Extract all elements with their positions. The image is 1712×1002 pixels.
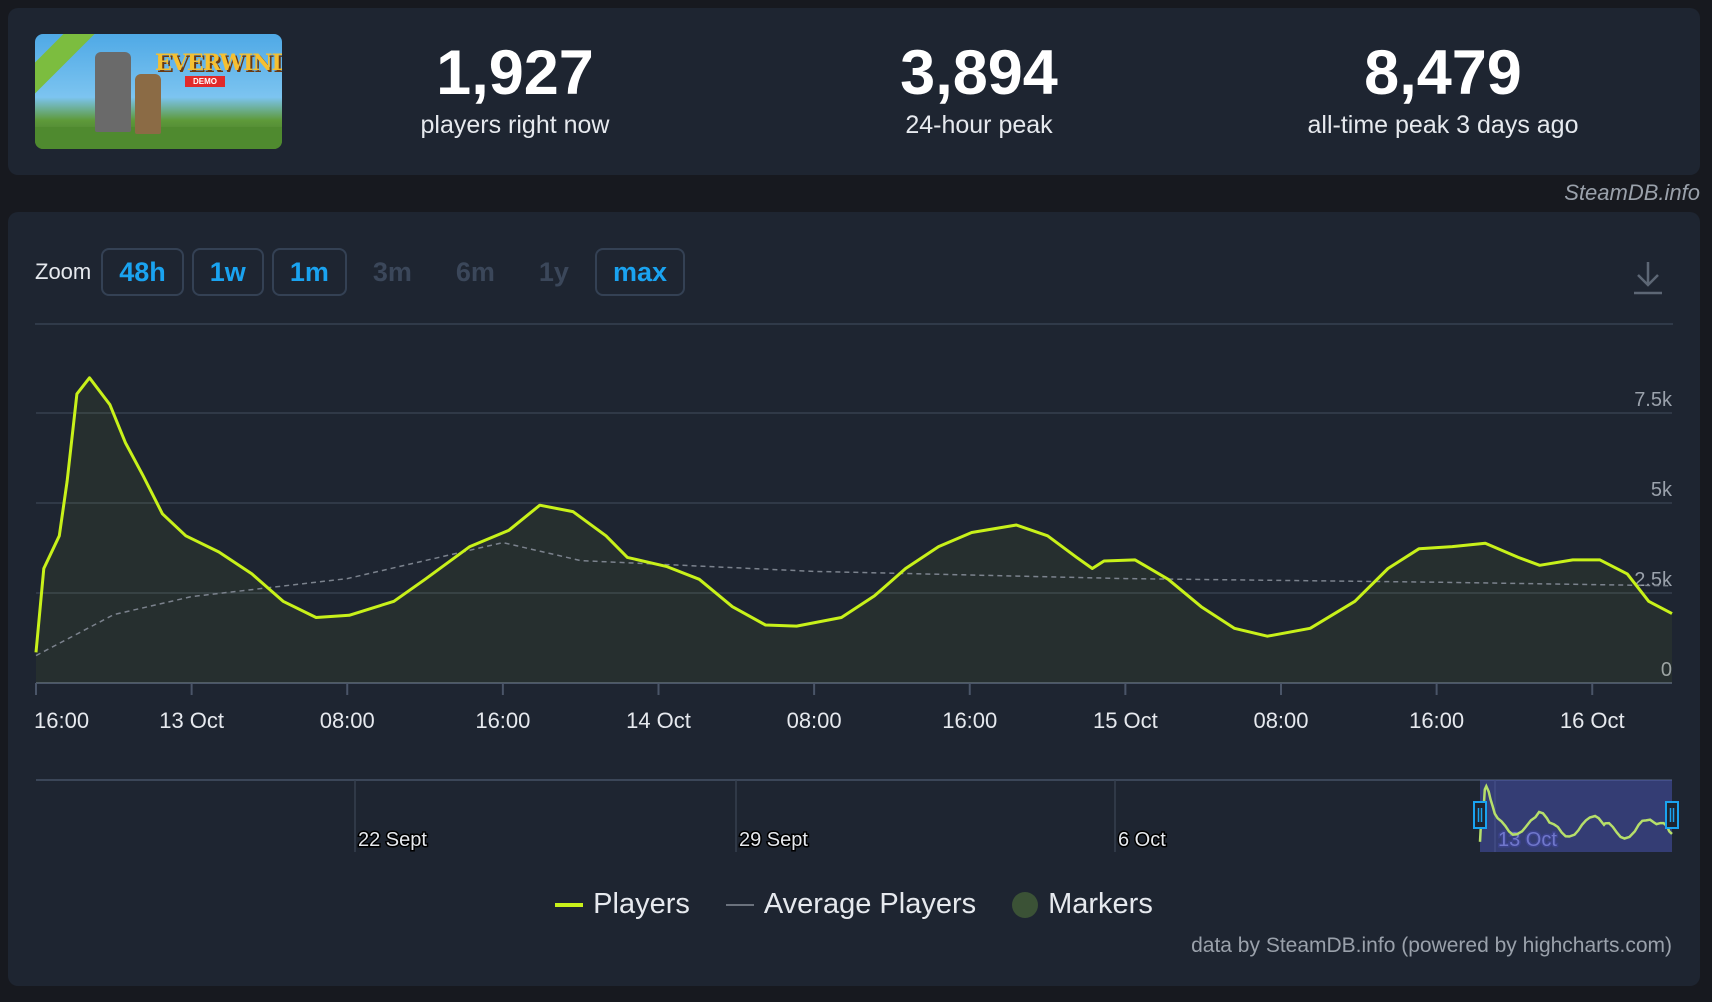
zoom-label: Zoom (35, 259, 92, 284)
zoom-max-button[interactable]: max (594, 248, 685, 296)
players-area (36, 377, 1672, 683)
download-icon[interactable] (1632, 260, 1664, 296)
thumbnail-knight (95, 52, 131, 132)
navigator-date-label: 13 Oct (1498, 829, 1557, 851)
x-tick-label: 08:00 (1253, 708, 1308, 733)
stats-card: EVERWIND DEMO 1,927 players right now 3,… (8, 8, 1700, 175)
zoom-1y-button: 1y (538, 256, 569, 287)
navigator-date-label: 29 Sept (739, 829, 808, 851)
thumbnail-explorer (135, 74, 161, 134)
steamdb-watermark: SteamDB.info (1564, 180, 1700, 205)
players-line (34, 376, 1673, 653)
navigator-date-label: 22 Sept (358, 829, 427, 851)
game-thumbnail[interactable]: EVERWIND DEMO (35, 34, 282, 149)
y-tick-label: 7.5k (1634, 389, 1673, 411)
x-tick-label: 08:00 (787, 708, 842, 733)
legend-markers-swatch (1012, 891, 1039, 918)
y-tick-label: 5k (1651, 479, 1673, 501)
navigator-date-label: 6 Oct (1118, 829, 1166, 851)
x-tick-label: 16:00 (34, 708, 89, 733)
x-tick-label: 16:00 (942, 708, 997, 733)
x-tick-label: 08:00 (320, 708, 375, 733)
zoom-3m-button: 3m (372, 256, 412, 287)
stat-label: players right now (420, 111, 610, 139)
legend-players[interactable]: Players (555, 888, 690, 921)
toolbar-divider (35, 323, 1673, 325)
stat-all-time-peak: 8,479 all-time peak 3 days ago (1233, 38, 1653, 140)
x-tick-label: 16:00 (475, 708, 530, 733)
x-tick-label: 13 Oct (159, 708, 224, 733)
thumbnail-ground (35, 127, 282, 149)
zoom-1m-button[interactable]: 1m (271, 248, 347, 296)
stat-value: 1,927 (436, 38, 594, 108)
legend-label: Markers (1048, 888, 1153, 920)
legend-average-swatch (725, 903, 754, 906)
chart-legend: Players Average Players Markers (8, 888, 1700, 921)
stat-value: 8,479 (1364, 38, 1522, 108)
stat-label: all-time peak 3 days ago (1307, 111, 1579, 139)
x-tick-label: 14 Oct (626, 708, 691, 733)
game-logo: EVERWIND (155, 50, 282, 76)
legend-label: Players (593, 888, 690, 920)
chart-credits[interactable]: data by SteamDB.info (powered by highcha… (1191, 934, 1672, 957)
y-tick-label: 2.5k (1634, 569, 1673, 591)
stat-value: 3,894 (900, 38, 1058, 108)
navigator-selected-range[interactable] (1480, 780, 1672, 852)
y-tick-label: 0 (1661, 659, 1672, 681)
x-tick-label: 15 Oct (1093, 708, 1158, 733)
stat-current-players: 1,927 players right now (305, 38, 725, 140)
zoom-controls: Zoom 48h 1w 1m 3m 6m 1y max (35, 248, 685, 296)
stat-label: 24-hour peak (905, 111, 1053, 139)
zoom-6m-button: 6m (455, 256, 495, 287)
zoom-1w-button[interactable]: 1w (191, 248, 264, 296)
average-players-line (35, 541, 1673, 657)
player-chart-card: Zoom 48h 1w 1m 3m 6m 1y max 0 2.5k 5k 7.5k 1… (8, 212, 1700, 986)
stat-24h-peak: 3,894 24-hour peak (769, 38, 1189, 140)
navigator-right-handle[interactable] (1665, 801, 1679, 829)
x-tick-label: 16:00 (1409, 708, 1464, 733)
legend-label: Average Players (763, 888, 977, 920)
x-tick-label: 16 Oct (1560, 708, 1625, 733)
zoom-48h-button[interactable]: 48h (101, 248, 184, 296)
navigator-left-handle[interactable] (1473, 801, 1487, 829)
game-logo-badge: DEMO (185, 76, 225, 87)
legend-average[interactable]: Average Players (725, 888, 977, 921)
player-chart: 0 2.5k 5k 7.5k 16:00 13 Oct 08:00 16:00 14 Oct 08… (34, 376, 1679, 853)
legend-players-swatch (555, 902, 584, 907)
legend-markers[interactable]: Markers (1012, 888, 1153, 921)
navigator-series (1478, 783, 1673, 842)
